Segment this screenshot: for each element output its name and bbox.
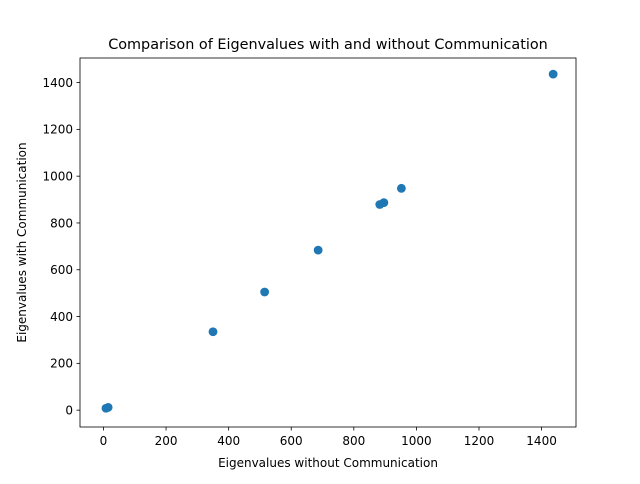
y-tick-label: 1200 xyxy=(42,123,73,137)
data-point xyxy=(101,403,111,413)
x-tick-label: 800 xyxy=(342,434,365,448)
y-tick-label: 600 xyxy=(50,263,73,277)
x-tick-label: 200 xyxy=(155,434,178,448)
data-points xyxy=(101,69,558,413)
data-point xyxy=(375,200,385,209)
x-tick-label: 600 xyxy=(280,434,303,448)
y-tick-label: 800 xyxy=(50,216,73,230)
data-point xyxy=(208,327,218,337)
chart-title: Comparison of Eigenvalues with and witho… xyxy=(108,37,548,53)
axes-frame xyxy=(79,57,577,428)
data-point xyxy=(396,183,406,193)
y-tick-label: 1000 xyxy=(42,169,73,183)
x-tick-label: 1200 xyxy=(464,434,495,448)
x-axis-label: Eigenvalues without Communication xyxy=(218,456,438,470)
data-point xyxy=(313,245,323,255)
data-point xyxy=(548,69,558,79)
x-tick-label: 400 xyxy=(217,434,240,448)
data-point xyxy=(260,287,270,297)
x-axis-ticks: 0 200 400 600 800 1000 1200 1400 xyxy=(100,427,557,448)
y-axis-label: Eigenvalues with Communication xyxy=(15,142,29,342)
x-tick-label: 1400 xyxy=(526,434,557,448)
y-tick-label: 1400 xyxy=(42,76,73,90)
plot-area: 0 200 400 600 800 1000 1200 1400 0 200 400 600 800 1… xyxy=(42,57,577,448)
y-tick-label: 400 xyxy=(50,310,73,324)
y-axis-ticks: 0 200 400 600 800 1000 1200 1400 xyxy=(42,76,80,417)
y-tick-label: 0 xyxy=(65,403,73,417)
x-tick-label: 0 xyxy=(100,434,108,448)
x-tick-label: 1000 xyxy=(401,434,432,448)
y-tick-label: 200 xyxy=(50,357,73,371)
